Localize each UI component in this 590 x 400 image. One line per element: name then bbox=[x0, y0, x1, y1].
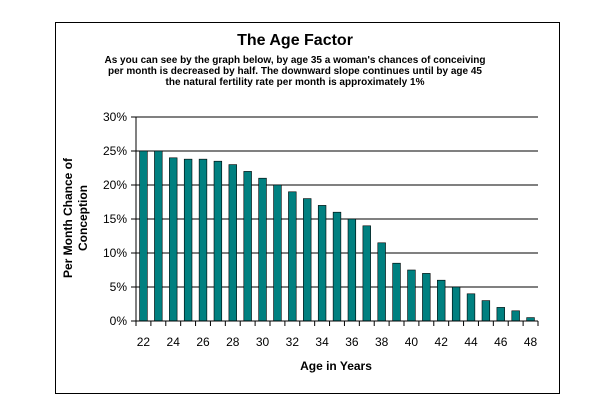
x-tick-label: 46 bbox=[494, 335, 508, 349]
bar-age-33 bbox=[303, 198, 312, 322]
y-axis-label: Per Month Chance of Conception bbox=[61, 157, 90, 278]
bar-age-45 bbox=[481, 300, 491, 322]
bar-age-46 bbox=[496, 307, 505, 322]
bar-age-44 bbox=[466, 293, 476, 322]
x-tick-labels: 22 24 26 28 30 32 34 36 38 40 42 44 46 48 bbox=[137, 335, 538, 349]
bar-age-35 bbox=[332, 211, 342, 322]
bar-age-30 bbox=[258, 177, 267, 322]
bar-age-48 bbox=[526, 317, 535, 322]
bar-age-29 bbox=[243, 171, 252, 322]
y-tick-label: 15% bbox=[103, 212, 127, 226]
x-tick-label: 24 bbox=[167, 335, 181, 349]
x-tick-label: 40 bbox=[405, 335, 419, 349]
y-axis-label-line-2: Conception bbox=[76, 185, 90, 251]
bar-age-37 bbox=[362, 225, 371, 322]
y-tick-label: 30% bbox=[103, 110, 127, 124]
bar-age-24 bbox=[169, 157, 178, 322]
bar-age-42 bbox=[437, 279, 446, 322]
x-tick-label: 38 bbox=[375, 335, 389, 349]
bar-age-39 bbox=[392, 262, 401, 322]
y-tick-label: 0% bbox=[110, 314, 128, 328]
bar-age-27 bbox=[213, 160, 223, 322]
subtitle-line-3: the natural fertility rate per month is … bbox=[165, 77, 425, 88]
x-tick-label: 48 bbox=[524, 335, 538, 349]
bar-age-47 bbox=[511, 310, 520, 322]
x-axis-label: Age in Years bbox=[300, 359, 372, 373]
x-tick-label: 28 bbox=[226, 335, 240, 349]
bar-age-26 bbox=[198, 158, 208, 322]
x-tick-label: 22 bbox=[137, 335, 151, 349]
y-tick-label: 25% bbox=[103, 144, 127, 158]
x-tick-label: 44 bbox=[464, 335, 478, 349]
bars bbox=[139, 150, 535, 322]
bar-age-34 bbox=[317, 205, 327, 322]
chart-subtitle: As you can see by the graph below, by ag… bbox=[0, 55, 590, 88]
y-tick-label: 20% bbox=[103, 178, 127, 192]
bar-age-28 bbox=[228, 164, 237, 322]
bar-age-38 bbox=[377, 242, 386, 322]
y-tick-label: 10% bbox=[103, 246, 127, 260]
x-tick-label: 36 bbox=[345, 335, 359, 349]
x-tick-label: 26 bbox=[196, 335, 210, 349]
x-tick-label: 30 bbox=[256, 335, 270, 349]
subtitle-line-2: per month is decreased by half. The down… bbox=[108, 66, 482, 77]
chart-title: The Age Factor bbox=[237, 32, 353, 49]
bar-age-31 bbox=[273, 184, 282, 322]
x-tick-label: 34 bbox=[315, 335, 329, 349]
y-axis-label-line-1: Per Month Chance of bbox=[61, 157, 75, 278]
x-tick-label: 32 bbox=[286, 335, 300, 349]
subtitle-line-1: As you can see by the graph below, by ag… bbox=[104, 55, 486, 66]
axes bbox=[131, 116, 539, 326]
bar-age-22 bbox=[139, 150, 148, 322]
bar-age-43 bbox=[451, 286, 461, 322]
bar-age-41 bbox=[422, 273, 431, 322]
bar-age-25 bbox=[183, 158, 193, 322]
y-tick-label: 5% bbox=[110, 280, 128, 294]
bar-age-40 bbox=[407, 269, 416, 322]
bar-age-32 bbox=[288, 191, 297, 322]
y-tick-labels: 0% 5% 10% 15% 20% 25% 30% bbox=[103, 110, 127, 328]
bar-age-23 bbox=[154, 150, 163, 322]
bar-age-36 bbox=[347, 218, 357, 322]
x-tick-label: 42 bbox=[435, 335, 449, 349]
